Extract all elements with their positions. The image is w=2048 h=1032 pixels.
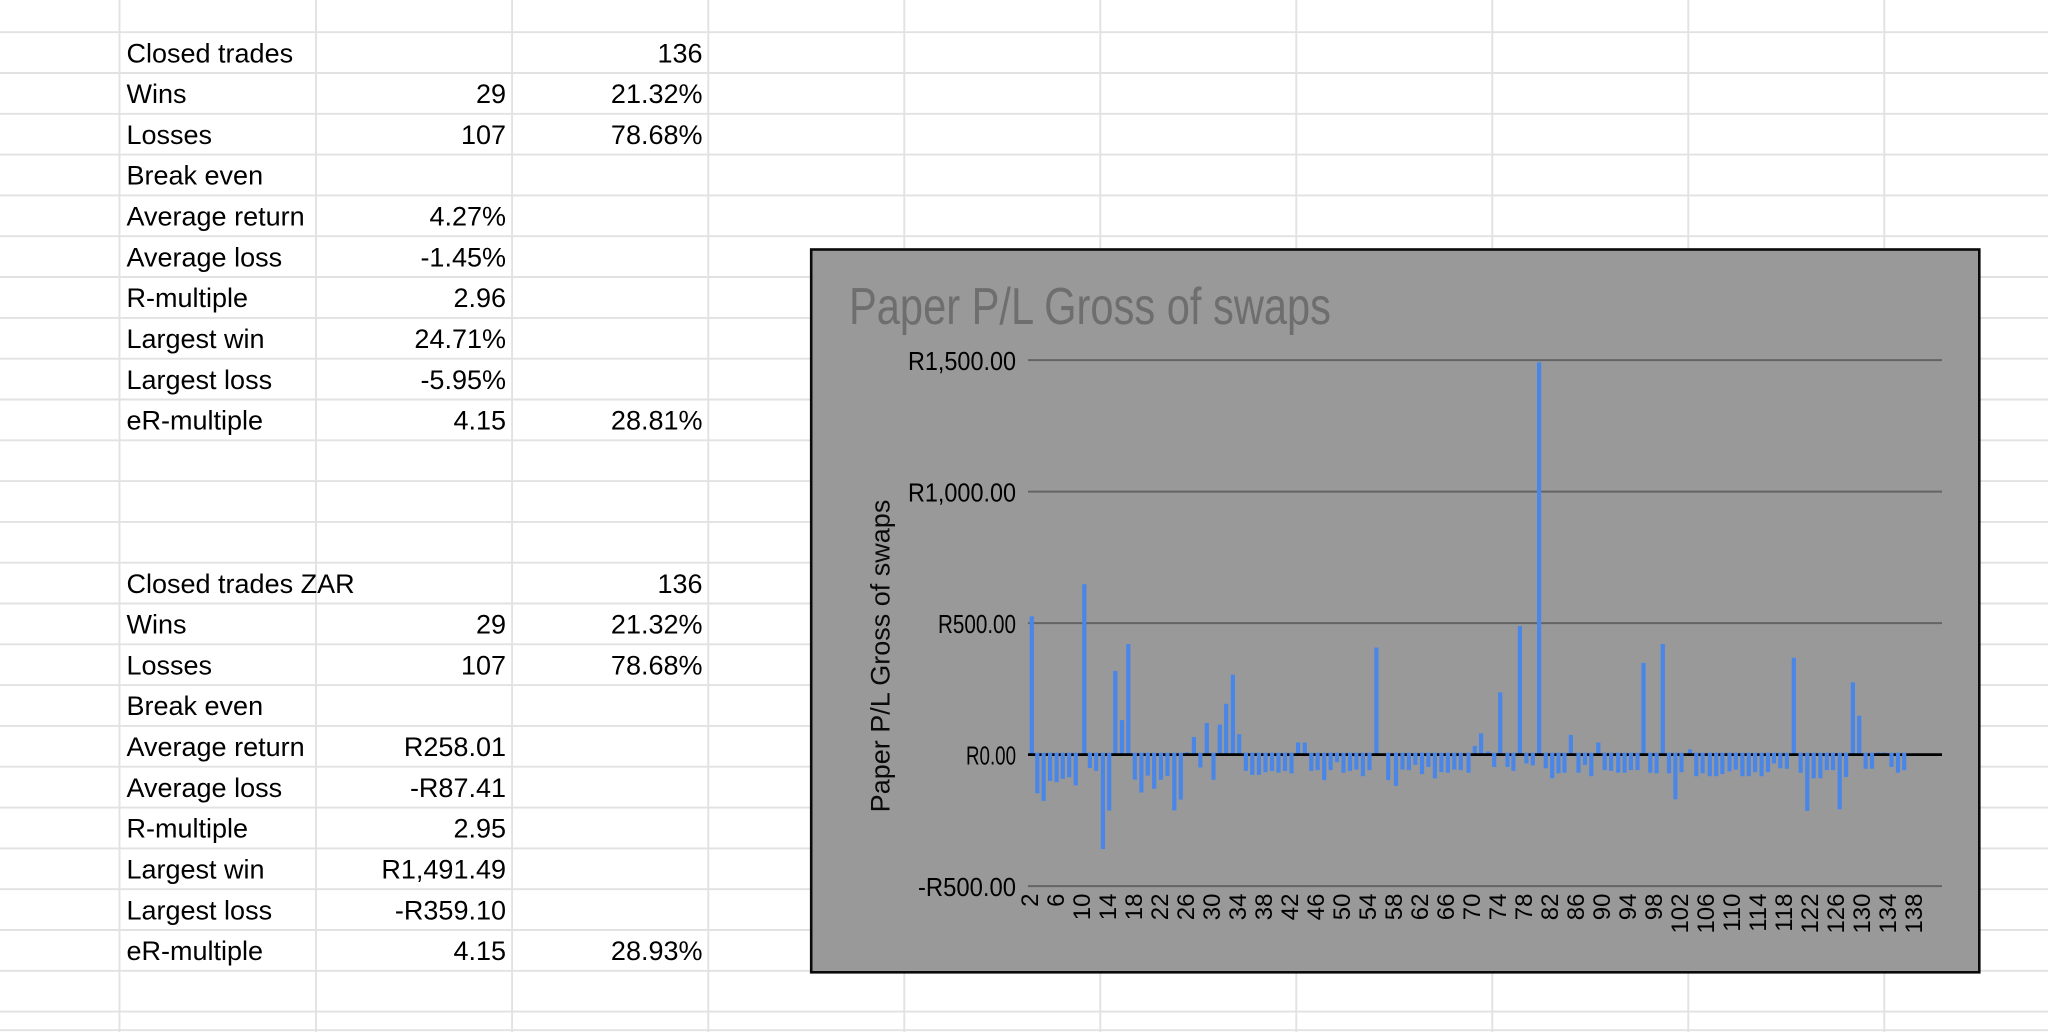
- svg-text:106: 106: [1693, 894, 1720, 934]
- svg-text:2: 2: [1017, 894, 1044, 907]
- svg-text:4.15: 4.15: [453, 936, 506, 966]
- svg-text:58: 58: [1381, 894, 1408, 921]
- svg-text:18: 18: [1121, 894, 1148, 921]
- svg-text:78: 78: [1511, 894, 1538, 921]
- svg-text:98: 98: [1641, 894, 1668, 921]
- svg-text:Largest win: Largest win: [127, 855, 265, 885]
- svg-text:R500.00: R500.00: [938, 609, 1016, 639]
- svg-text:118: 118: [1771, 894, 1798, 932]
- svg-text:Wins: Wins: [127, 79, 187, 109]
- svg-text:122: 122: [1797, 894, 1824, 934]
- svg-text:29: 29: [476, 79, 506, 109]
- svg-text:90: 90: [1589, 894, 1616, 921]
- svg-text:Wins: Wins: [127, 610, 187, 640]
- svg-text:Paper P/L Gross of swaps: Paper P/L Gross of swaps: [866, 500, 896, 813]
- svg-text:24.71%: 24.71%: [414, 324, 506, 354]
- svg-text:Average loss: Average loss: [127, 773, 283, 803]
- svg-text:-R359.10: -R359.10: [395, 895, 506, 925]
- svg-text:21.32%: 21.32%: [611, 610, 703, 640]
- svg-text:Closed trades: Closed trades: [127, 38, 294, 68]
- svg-text:130: 130: [1849, 894, 1876, 934]
- svg-text:102: 102: [1667, 894, 1694, 934]
- svg-text:78.68%: 78.68%: [611, 120, 703, 150]
- svg-text:29: 29: [476, 610, 506, 640]
- svg-text:Average loss: Average loss: [127, 242, 283, 272]
- svg-text:50: 50: [1329, 894, 1356, 921]
- svg-text:54: 54: [1355, 894, 1382, 921]
- svg-text:Largest win: Largest win: [127, 324, 265, 354]
- svg-text:R1,500.00: R1,500.00: [908, 346, 1016, 376]
- svg-text:28.93%: 28.93%: [611, 936, 703, 966]
- svg-text:Losses: Losses: [127, 120, 213, 150]
- svg-text:62: 62: [1407, 894, 1434, 921]
- svg-text:Largest loss: Largest loss: [127, 365, 273, 395]
- svg-text:4.27%: 4.27%: [429, 202, 506, 232]
- svg-text:138: 138: [1901, 894, 1928, 934]
- svg-text:Largest loss: Largest loss: [127, 895, 273, 925]
- svg-text:70: 70: [1459, 894, 1486, 921]
- svg-text:110: 110: [1719, 894, 1746, 932]
- svg-text:R258.01: R258.01: [404, 732, 506, 762]
- svg-text:21.32%: 21.32%: [611, 79, 703, 109]
- svg-text:R0.00: R0.00: [966, 741, 1016, 771]
- svg-text:28.81%: 28.81%: [611, 406, 703, 436]
- svg-text:107: 107: [461, 650, 506, 680]
- svg-text:4.15: 4.15: [453, 406, 506, 436]
- svg-text:Break even: Break even: [127, 691, 264, 721]
- svg-text:34: 34: [1225, 894, 1252, 921]
- svg-text:eR-multiple: eR-multiple: [127, 406, 264, 436]
- svg-text:Losses: Losses: [127, 650, 213, 680]
- svg-text:Break even: Break even: [127, 161, 264, 191]
- svg-text:26: 26: [1173, 894, 1200, 921]
- svg-text:38: 38: [1251, 894, 1278, 921]
- svg-text:94: 94: [1615, 894, 1642, 921]
- svg-text:46: 46: [1303, 894, 1330, 921]
- svg-text:114: 114: [1745, 894, 1772, 932]
- svg-text:Paper P/L Gross of swaps: Paper P/L Gross of swaps: [849, 278, 1331, 336]
- svg-text:-5.95%: -5.95%: [420, 365, 506, 395]
- svg-text:22: 22: [1147, 894, 1174, 921]
- svg-text:Average return: Average return: [127, 732, 305, 762]
- svg-text:82: 82: [1537, 894, 1564, 921]
- svg-text:30: 30: [1199, 894, 1226, 921]
- svg-text:86: 86: [1563, 894, 1590, 921]
- svg-text:-R87.41: -R87.41: [410, 773, 506, 803]
- svg-text:10: 10: [1069, 894, 1096, 921]
- svg-text:74: 74: [1485, 894, 1512, 921]
- svg-text:Average return: Average return: [127, 202, 305, 232]
- svg-text:2.95: 2.95: [453, 814, 506, 844]
- svg-text:134: 134: [1875, 894, 1902, 934]
- svg-text:R1,000.00: R1,000.00: [908, 478, 1016, 508]
- svg-text:-R500.00: -R500.00: [918, 872, 1016, 902]
- svg-text:126: 126: [1823, 894, 1850, 934]
- svg-text:78.68%: 78.68%: [611, 650, 703, 680]
- svg-text:2.96: 2.96: [453, 283, 506, 313]
- svg-text:R-multiple: R-multiple: [127, 814, 249, 844]
- svg-text:136: 136: [657, 38, 702, 68]
- svg-text:R-multiple: R-multiple: [127, 283, 249, 313]
- svg-text:14: 14: [1095, 894, 1122, 921]
- svg-text:Closed trades ZAR: Closed trades ZAR: [127, 569, 355, 599]
- svg-text:66: 66: [1433, 894, 1460, 921]
- svg-text:6: 6: [1043, 894, 1070, 907]
- svg-text:136: 136: [657, 569, 702, 599]
- svg-text:R1,491.49: R1,491.49: [381, 855, 506, 885]
- svg-text:42: 42: [1277, 894, 1304, 921]
- svg-text:eR-multiple: eR-multiple: [127, 936, 264, 966]
- svg-text:-1.45%: -1.45%: [420, 242, 506, 272]
- svg-text:107: 107: [461, 120, 506, 150]
